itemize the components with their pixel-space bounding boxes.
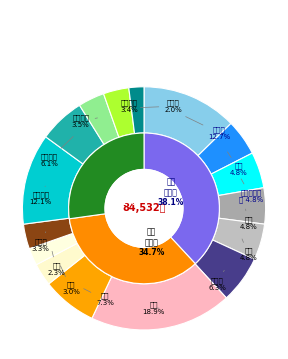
Text: 電子部品
3.5%: 電子部品 3.5% bbox=[72, 114, 97, 128]
Text: 電気機械
6.1%: 電気機械 6.1% bbox=[40, 136, 73, 167]
Wedge shape bbox=[69, 133, 144, 219]
Wedge shape bbox=[69, 214, 195, 284]
Text: 輸送機械
3.4%: 輸送機械 3.4% bbox=[121, 99, 138, 113]
Wedge shape bbox=[129, 87, 144, 134]
Wedge shape bbox=[79, 94, 119, 144]
Text: 生活
関連型
34.7%: 生活 関連型 34.7% bbox=[138, 228, 164, 257]
Wedge shape bbox=[46, 105, 104, 164]
Text: 繊維
2.3%: 繊維 2.3% bbox=[48, 251, 65, 276]
Wedge shape bbox=[213, 218, 265, 259]
Text: 金属
4.8%: 金属 4.8% bbox=[240, 239, 257, 261]
Text: 化学
4.8%: 化学 4.8% bbox=[228, 152, 248, 176]
Text: 衣服
7.3%: 衣服 7.3% bbox=[84, 289, 114, 306]
Text: プラスチッ
ク 4.8%: プラスチッ ク 4.8% bbox=[239, 179, 263, 203]
Circle shape bbox=[105, 169, 183, 247]
Wedge shape bbox=[22, 137, 83, 224]
Wedge shape bbox=[49, 255, 112, 318]
Wedge shape bbox=[195, 240, 254, 298]
Wedge shape bbox=[29, 233, 77, 265]
Wedge shape bbox=[218, 188, 266, 224]
Text: その他
3.3%: その他 3.3% bbox=[32, 232, 50, 252]
Wedge shape bbox=[36, 243, 85, 284]
Text: 84,532人: 84,532人 bbox=[122, 204, 166, 213]
Text: 窯業
4.8%: 窯業 4.8% bbox=[240, 209, 257, 230]
Text: 食料
18.9%: 食料 18.9% bbox=[143, 301, 165, 315]
Text: その他
6.3%: その他 6.3% bbox=[208, 270, 226, 290]
Text: 加工
組立型
27.2%: 加工 組立型 27.2% bbox=[109, 178, 135, 208]
Text: 一般機械
12.1%: 一般機械 12.1% bbox=[29, 186, 52, 205]
Text: パルプ
12.7%: パルプ 12.7% bbox=[186, 117, 230, 140]
Wedge shape bbox=[198, 123, 252, 174]
Wedge shape bbox=[144, 133, 219, 264]
Wedge shape bbox=[92, 264, 226, 330]
Wedge shape bbox=[104, 88, 134, 137]
Text: 印刷
3.0%: 印刷 3.0% bbox=[60, 266, 80, 295]
Text: 基礎
素材型
38.1%: 基礎 素材型 38.1% bbox=[158, 178, 184, 208]
Wedge shape bbox=[144, 87, 231, 156]
Wedge shape bbox=[23, 218, 73, 249]
Text: その他
2.0%: その他 2.0% bbox=[141, 99, 182, 113]
Wedge shape bbox=[211, 153, 264, 196]
